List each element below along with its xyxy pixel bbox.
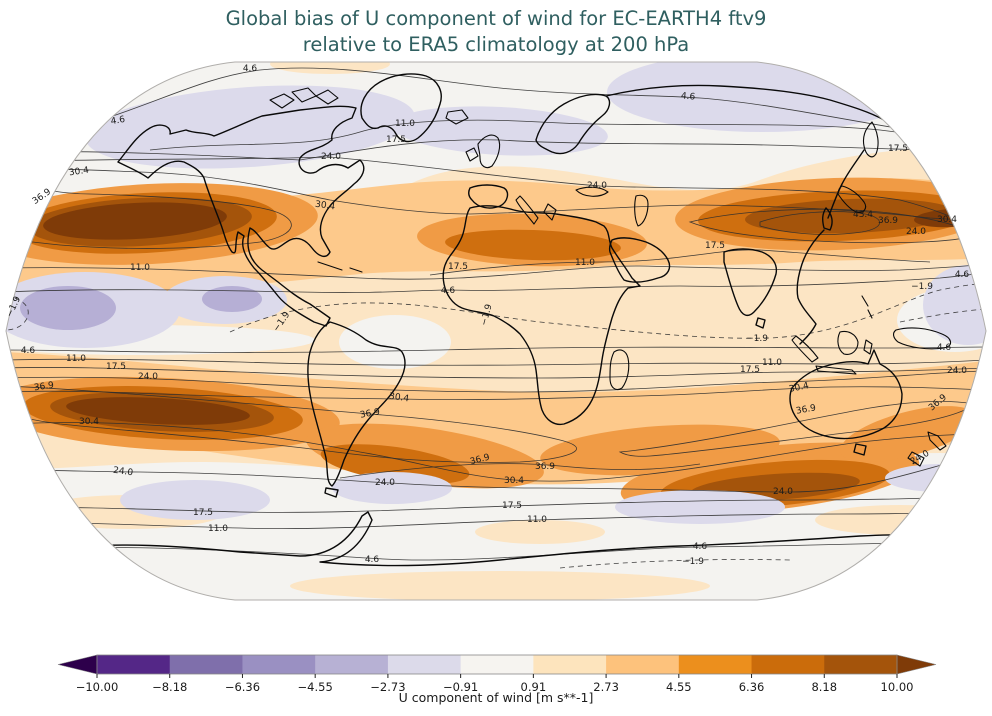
positive-patch-antarctic	[815, 505, 985, 535]
colorbar-tick-label: 8.18	[811, 680, 837, 692]
colorbar-tick-label: 10.00	[881, 680, 914, 692]
colorbar-tick-label: −2.73	[370, 680, 405, 692]
colorbar-segment	[97, 655, 171, 674]
positive-patch-antarctic	[290, 571, 710, 600]
coast-africa	[442, 205, 641, 426]
colorbar-tick-label: −0.91	[443, 680, 478, 692]
map-boundary	[5, 61, 987, 601]
coast-greenland	[360, 73, 442, 143]
colorbar-outline	[96, 654, 898, 675]
coast-canadian-arctic	[269, 87, 339, 109]
colorbar-segment	[242, 655, 316, 674]
colorbar-tick-label: 2.73	[593, 680, 619, 692]
negative-arctic	[607, 62, 917, 132]
negative-southern-ocean-2	[332, 472, 452, 504]
coast-new-guinea	[893, 327, 952, 350]
coast-siberia	[605, 84, 885, 121]
coast-black-caspian	[575, 186, 649, 227]
neutral-patch	[339, 315, 451, 369]
coast-iceland	[445, 109, 469, 125]
coast-south-america	[307, 321, 406, 498]
coast-india	[723, 248, 778, 329]
positive-dark-s-atlantic	[320, 444, 470, 484]
coast-east-asia	[796, 149, 865, 345]
coast-madagascar	[609, 349, 630, 391]
colorbar-extend-right	[896, 654, 937, 675]
negative-w-pacific-edge	[923, 265, 986, 345]
colorbar-tick-label: 6.36	[739, 680, 765, 692]
coast-scandinavia	[535, 93, 611, 155]
colorbar-segment	[387, 655, 462, 674]
colorbar-tick-label: 4.55	[666, 680, 692, 692]
colorbar-tick-label: −6.36	[225, 680, 260, 692]
colorbar-segment	[751, 655, 825, 674]
coast-kamchatka	[862, 121, 879, 158]
coast-caribbean	[317, 261, 363, 273]
negative-southern-ocean-3	[615, 490, 785, 524]
positive-darker-e-asia	[745, 198, 955, 234]
colorbar-tick-label: −4.55	[298, 680, 333, 692]
colorbar-tick-label: 0.91	[521, 680, 547, 692]
coast-japan	[837, 185, 867, 213]
colorbar-tick-label: −10.00	[76, 680, 119, 692]
positive-core-nz	[840, 406, 976, 462]
negative-southern-ocean-1	[120, 480, 270, 520]
colorbar-segment	[824, 655, 898, 674]
positive-dark-n-africa	[445, 229, 621, 261]
positive-extreme-s-pacific	[66, 397, 250, 425]
colorbar-label: U component of wind [m s**-1]	[398, 690, 594, 705]
chart-title-line2: relative to ERA5 climatology at 200 hPa	[302, 33, 690, 56]
coast-antarctica	[59, 511, 951, 567]
colorbar: −10.00 −8.18 −6.36 −4.55 −2.73 −0.91 0.91 2.73 4…	[0, 646, 992, 716]
coast-iberia	[467, 184, 509, 209]
colorbar-segment	[533, 655, 607, 674]
coastlines	[59, 73, 952, 567]
coast-new-zealand	[907, 431, 947, 467]
positive-extreme-nw-pacific	[43, 202, 227, 240]
colorbar-tick-label: −8.18	[152, 680, 187, 692]
colorbar-extend-left	[57, 654, 98, 675]
chart-title-line1: Global bias of U component of wind for E…	[225, 7, 767, 30]
coast-north-america	[117, 105, 365, 327]
negative-n-atlantic	[392, 106, 608, 156]
colorbar-segment	[169, 655, 243, 674]
negative-eq-pacific-core-2	[202, 286, 262, 312]
negative-eq-pacific-core	[20, 286, 116, 330]
positive-patch-antarctic	[475, 520, 605, 544]
coast-indonesia	[791, 295, 873, 375]
map: 4.6 4.6 4.6 11.0 17.5 17.5 24.0 24.0 24.0 30.4 30.…	[0, 55, 992, 607]
colorbar-segment	[606, 655, 680, 674]
coast-italy-greece	[515, 195, 557, 225]
colorbar-segment	[678, 655, 753, 674]
coast-uk-ireland	[465, 134, 501, 169]
world-bias-map	[5, 61, 987, 601]
colorbar-svg: −10.00 −8.18 −6.36 −4.55 −2.73 −0.91 0.91 2.73 4…	[57, 654, 937, 692]
colorbar-segment	[315, 655, 389, 674]
positive-patch-arctic	[270, 62, 390, 74]
coast-arabia	[608, 237, 671, 283]
chart-title: Global bias of U component of wind for E…	[0, 6, 992, 58]
colorbar-segment	[460, 655, 534, 674]
coast-australia	[789, 349, 903, 456]
